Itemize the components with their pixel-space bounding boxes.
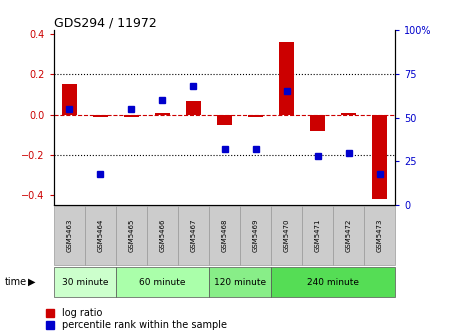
FancyBboxPatch shape [116, 206, 147, 265]
Text: ▶: ▶ [28, 277, 35, 287]
Text: GSM5473: GSM5473 [377, 218, 383, 252]
Text: GSM5467: GSM5467 [190, 218, 197, 252]
Text: GSM5463: GSM5463 [66, 218, 72, 252]
Text: GSM5471: GSM5471 [315, 218, 321, 252]
Text: GDS294 / 11972: GDS294 / 11972 [54, 16, 157, 29]
Bar [62, 84, 77, 115]
Legend: log ratio, percentile rank within the sample: log ratio, percentile rank within the sa… [45, 307, 228, 331]
FancyBboxPatch shape [178, 206, 209, 265]
Bar [123, 115, 139, 117]
Bar [186, 100, 201, 115]
Text: GSM5465: GSM5465 [128, 218, 134, 252]
Bar [310, 115, 326, 131]
Text: GSM5472: GSM5472 [346, 218, 352, 252]
Bar [217, 115, 232, 125]
FancyBboxPatch shape [271, 267, 395, 297]
FancyBboxPatch shape [147, 206, 178, 265]
Text: 120 minute: 120 minute [214, 278, 266, 287]
Text: 30 minute: 30 minute [62, 278, 108, 287]
Bar [155, 113, 170, 115]
FancyBboxPatch shape [240, 206, 271, 265]
Text: GSM5470: GSM5470 [284, 218, 290, 252]
Text: GSM5464: GSM5464 [97, 218, 103, 252]
FancyBboxPatch shape [302, 206, 333, 265]
Text: GSM5468: GSM5468 [221, 218, 228, 252]
FancyBboxPatch shape [271, 206, 302, 265]
FancyBboxPatch shape [85, 206, 115, 265]
Bar [248, 115, 263, 117]
FancyBboxPatch shape [365, 206, 395, 265]
Text: 240 minute: 240 minute [307, 278, 359, 287]
Bar [279, 42, 294, 115]
Text: 60 minute: 60 minute [139, 278, 186, 287]
Bar [372, 115, 387, 199]
FancyBboxPatch shape [54, 206, 84, 265]
FancyBboxPatch shape [54, 267, 115, 297]
FancyBboxPatch shape [334, 206, 364, 265]
FancyBboxPatch shape [209, 267, 271, 297]
FancyBboxPatch shape [116, 267, 209, 297]
Bar [92, 115, 108, 117]
FancyBboxPatch shape [209, 206, 240, 265]
Bar [341, 113, 357, 115]
Text: time: time [4, 277, 26, 287]
Text: GSM5466: GSM5466 [159, 218, 165, 252]
Text: GSM5469: GSM5469 [252, 218, 259, 252]
